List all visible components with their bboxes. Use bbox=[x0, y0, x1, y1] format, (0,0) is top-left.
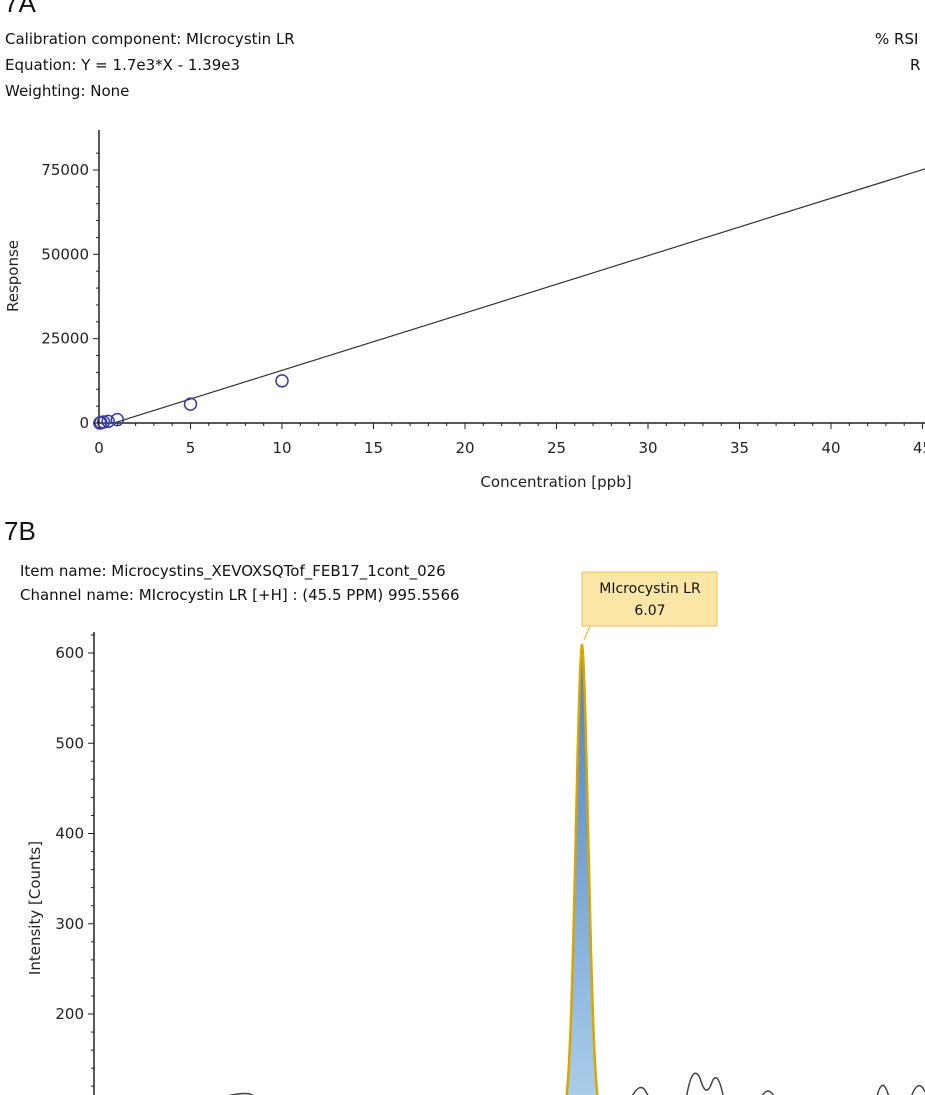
panel-label-7a: 7A bbox=[4, 0, 36, 18]
calibration-fit-line bbox=[113, 168, 925, 424]
calibration-y-tick-label: 25000 bbox=[41, 330, 89, 348]
calibration-x-tick-label: 20 bbox=[455, 439, 474, 457]
chromatogram-y-tick-label: 400 bbox=[55, 825, 84, 843]
chromatogram-y-tick-label: 300 bbox=[55, 915, 84, 933]
calibration-y-tick-label: 75000 bbox=[41, 161, 89, 179]
item-name: Item name: Microcystins_XEVOXSQTof_FEB17… bbox=[20, 562, 446, 580]
calibration-point bbox=[275, 374, 289, 388]
chromatogram-y-tick-label: 500 bbox=[55, 734, 84, 752]
calibration-x-tick-label: 30 bbox=[638, 439, 657, 457]
calibration-x-tick-label: 35 bbox=[730, 439, 749, 457]
chromatogram-y-tick-label: 200 bbox=[55, 1005, 84, 1023]
calibration-equation: Equation: Y = 1.7e3*X - 1.39e3 bbox=[5, 56, 241, 74]
calibration-x-axis-title: Concentration [ppb] bbox=[480, 473, 631, 491]
channel-name: Channel name: MIcrocystin LR [+H] : (45.… bbox=[20, 586, 460, 604]
calibration-y-tick-label: 0 bbox=[79, 414, 89, 432]
calibration-x-tick-label: 45 bbox=[913, 439, 925, 457]
peak-callout-leader bbox=[583, 625, 591, 641]
calibration-weighting: Weighting: None bbox=[5, 82, 130, 100]
chromatogram-trace bbox=[228, 1072, 925, 1095]
calibration-x-tick-label: 25 bbox=[547, 439, 566, 457]
calibration-component: Calibration component: MIcrocystin LR bbox=[5, 30, 295, 48]
calibration-x-tick-label: 15 bbox=[364, 439, 383, 457]
r-label: R bbox=[910, 56, 921, 74]
calibration-y-tick-label: 50000 bbox=[41, 245, 89, 263]
calibration-x-tick-label: 0 bbox=[94, 439, 104, 457]
calibration-x-tick-label: 40 bbox=[821, 439, 840, 457]
calibration-point bbox=[101, 414, 115, 429]
peak-callout-name: MIcrocystin LR bbox=[599, 581, 701, 597]
chromatogram-y-axis-title: Intensity [Counts] bbox=[26, 841, 44, 975]
calibration-points bbox=[93, 374, 289, 430]
panel-label-7b: 7B bbox=[4, 516, 36, 546]
peak-callout-rt: 6.07 bbox=[634, 603, 665, 619]
calibration-x-tick-label: 5 bbox=[186, 439, 196, 457]
calibration-y-axis-title: Response bbox=[4, 240, 22, 312]
calibration-x-tick-label: 10 bbox=[272, 439, 291, 457]
chromatogram-y-tick-label: 600 bbox=[55, 644, 84, 662]
calibration-point bbox=[183, 397, 198, 411]
chromatogram-chart: 200 300 400 500 600 Intensity [Counts] MIcro… bbox=[26, 571, 925, 1095]
rsd-label: % RSI bbox=[875, 30, 919, 48]
calibration-chart: 0 5 10 15 20 25 30 35 40 45 0 25000 50000 75000 Conce… bbox=[4, 130, 925, 491]
peak-callout-box bbox=[581, 571, 718, 627]
calibration-point bbox=[96, 415, 111, 429]
chromatogram-peak bbox=[565, 643, 599, 1095]
calibration-axes bbox=[98, 130, 925, 424]
